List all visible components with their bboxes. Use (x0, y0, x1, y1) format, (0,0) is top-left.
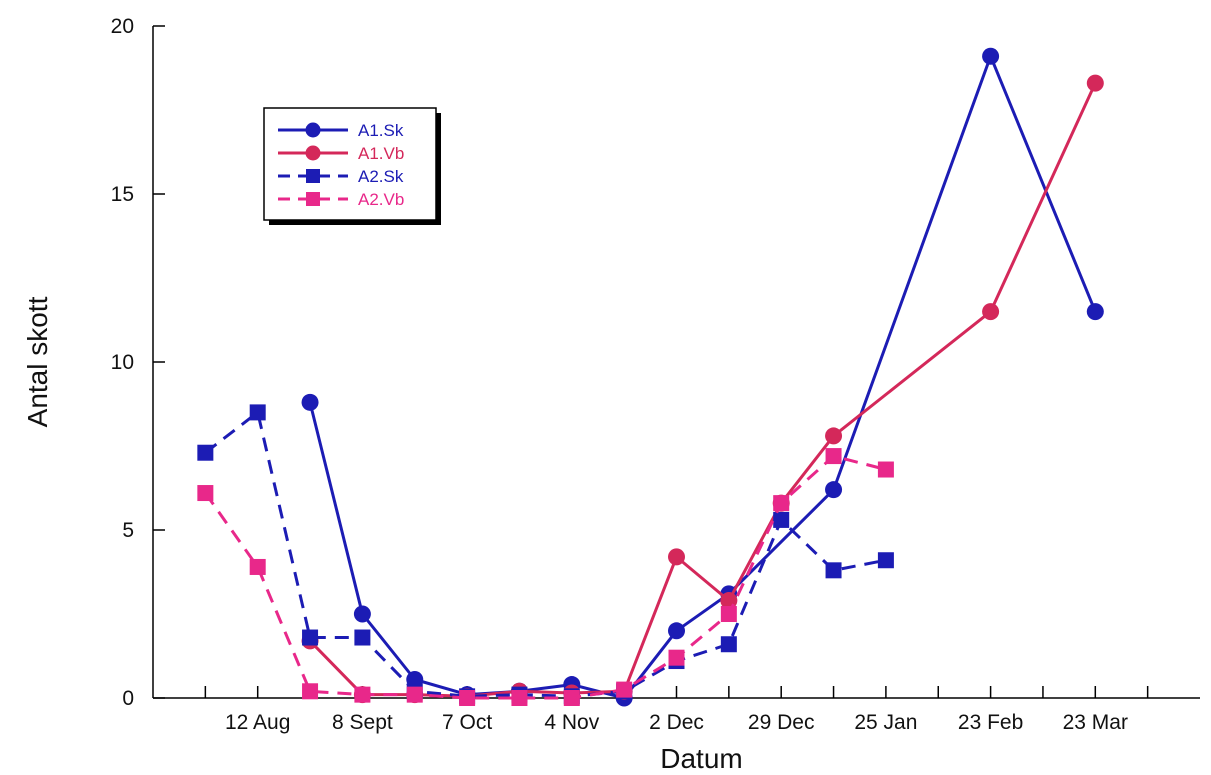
legend: A1.Sk A1.Vb A2.Sk A2.Vb (263, 107, 441, 225)
legend-item: A2.Vb (278, 190, 404, 209)
legend-label: A2.Vb (358, 190, 404, 209)
data-point (354, 629, 371, 646)
x-tick-label: 23 Mar (1063, 711, 1128, 734)
data-point (197, 444, 214, 461)
data-point (825, 448, 842, 465)
data-point (668, 548, 685, 566)
data-point (825, 427, 843, 445)
y-tick-label: 20 (111, 15, 134, 38)
data-point (354, 686, 371, 703)
y-tick-label: 10 (111, 351, 134, 374)
data-point (1086, 74, 1104, 92)
axes: 0 5 10 15 20 12 Aug 8 Sept 7 Oct 4 Nov 2 Dec 29 D… (111, 15, 1200, 734)
data-point (668, 649, 685, 666)
y-axis-title: Antal skott (22, 296, 53, 427)
x-tick-label: 12 Aug (225, 711, 290, 734)
y-tick-label: 5 (122, 519, 134, 542)
y-ticks: 0 5 10 15 20 (111, 15, 165, 710)
legend-label: A2.Sk (358, 167, 404, 186)
series-line (204, 410, 887, 698)
y-tick-label: 15 (111, 183, 134, 206)
data-point (301, 393, 319, 411)
series-line (204, 454, 887, 700)
data-point (406, 686, 423, 703)
legend-item: A2.Sk (278, 167, 404, 186)
data-point (982, 47, 1000, 65)
data-point (249, 558, 266, 575)
data-point (982, 303, 1000, 321)
data-point (302, 629, 319, 646)
legend-label: A1.Sk (358, 121, 404, 140)
legend-label: A1.Vb (358, 144, 404, 163)
series-a2-vb (197, 448, 894, 706)
series-a2-sk (197, 404, 894, 705)
data-point (197, 485, 214, 502)
legend-marker (305, 122, 321, 138)
data-point (668, 622, 685, 640)
data-point (249, 404, 266, 421)
data-point (720, 636, 737, 653)
legend-marker (306, 192, 320, 206)
x-tick-label: 23 Feb (958, 711, 1023, 734)
x-tick-label: 25 Jan (854, 711, 917, 734)
legend-item: A1.Sk (278, 121, 404, 140)
data-point (825, 481, 843, 499)
legend-marker (305, 145, 321, 161)
legend-marker (306, 169, 320, 183)
data-point (302, 683, 319, 700)
x-tick-label: 29 Dec (748, 711, 815, 734)
x-tick-label: 4 Nov (544, 711, 599, 734)
x-tick-label: 2 Dec (649, 711, 704, 734)
x-tick-label: 8 Sept (332, 711, 393, 734)
data-point (773, 511, 790, 528)
data-point (459, 690, 476, 706)
data-point (353, 605, 371, 623)
data-point (511, 690, 528, 706)
data-point (877, 461, 894, 478)
data-point (616, 681, 633, 698)
data-point (720, 606, 737, 622)
x-axis-title: Datum (660, 743, 742, 774)
data-point (825, 562, 842, 579)
data-point (773, 495, 790, 512)
series-layer (197, 47, 1104, 707)
data-point (877, 552, 894, 569)
legend-box (263, 107, 437, 221)
data-point (563, 690, 580, 706)
data-point (1086, 303, 1104, 321)
y-tick-label: 0 (122, 687, 134, 710)
x-tick-label: 7 Oct (442, 711, 492, 734)
legend-item: A1.Vb (278, 144, 404, 163)
x-ticks: 12 Aug 8 Sept 7 Oct 4 Nov 2 Dec 29 Dec 25 Jan 2… (204, 686, 1149, 734)
